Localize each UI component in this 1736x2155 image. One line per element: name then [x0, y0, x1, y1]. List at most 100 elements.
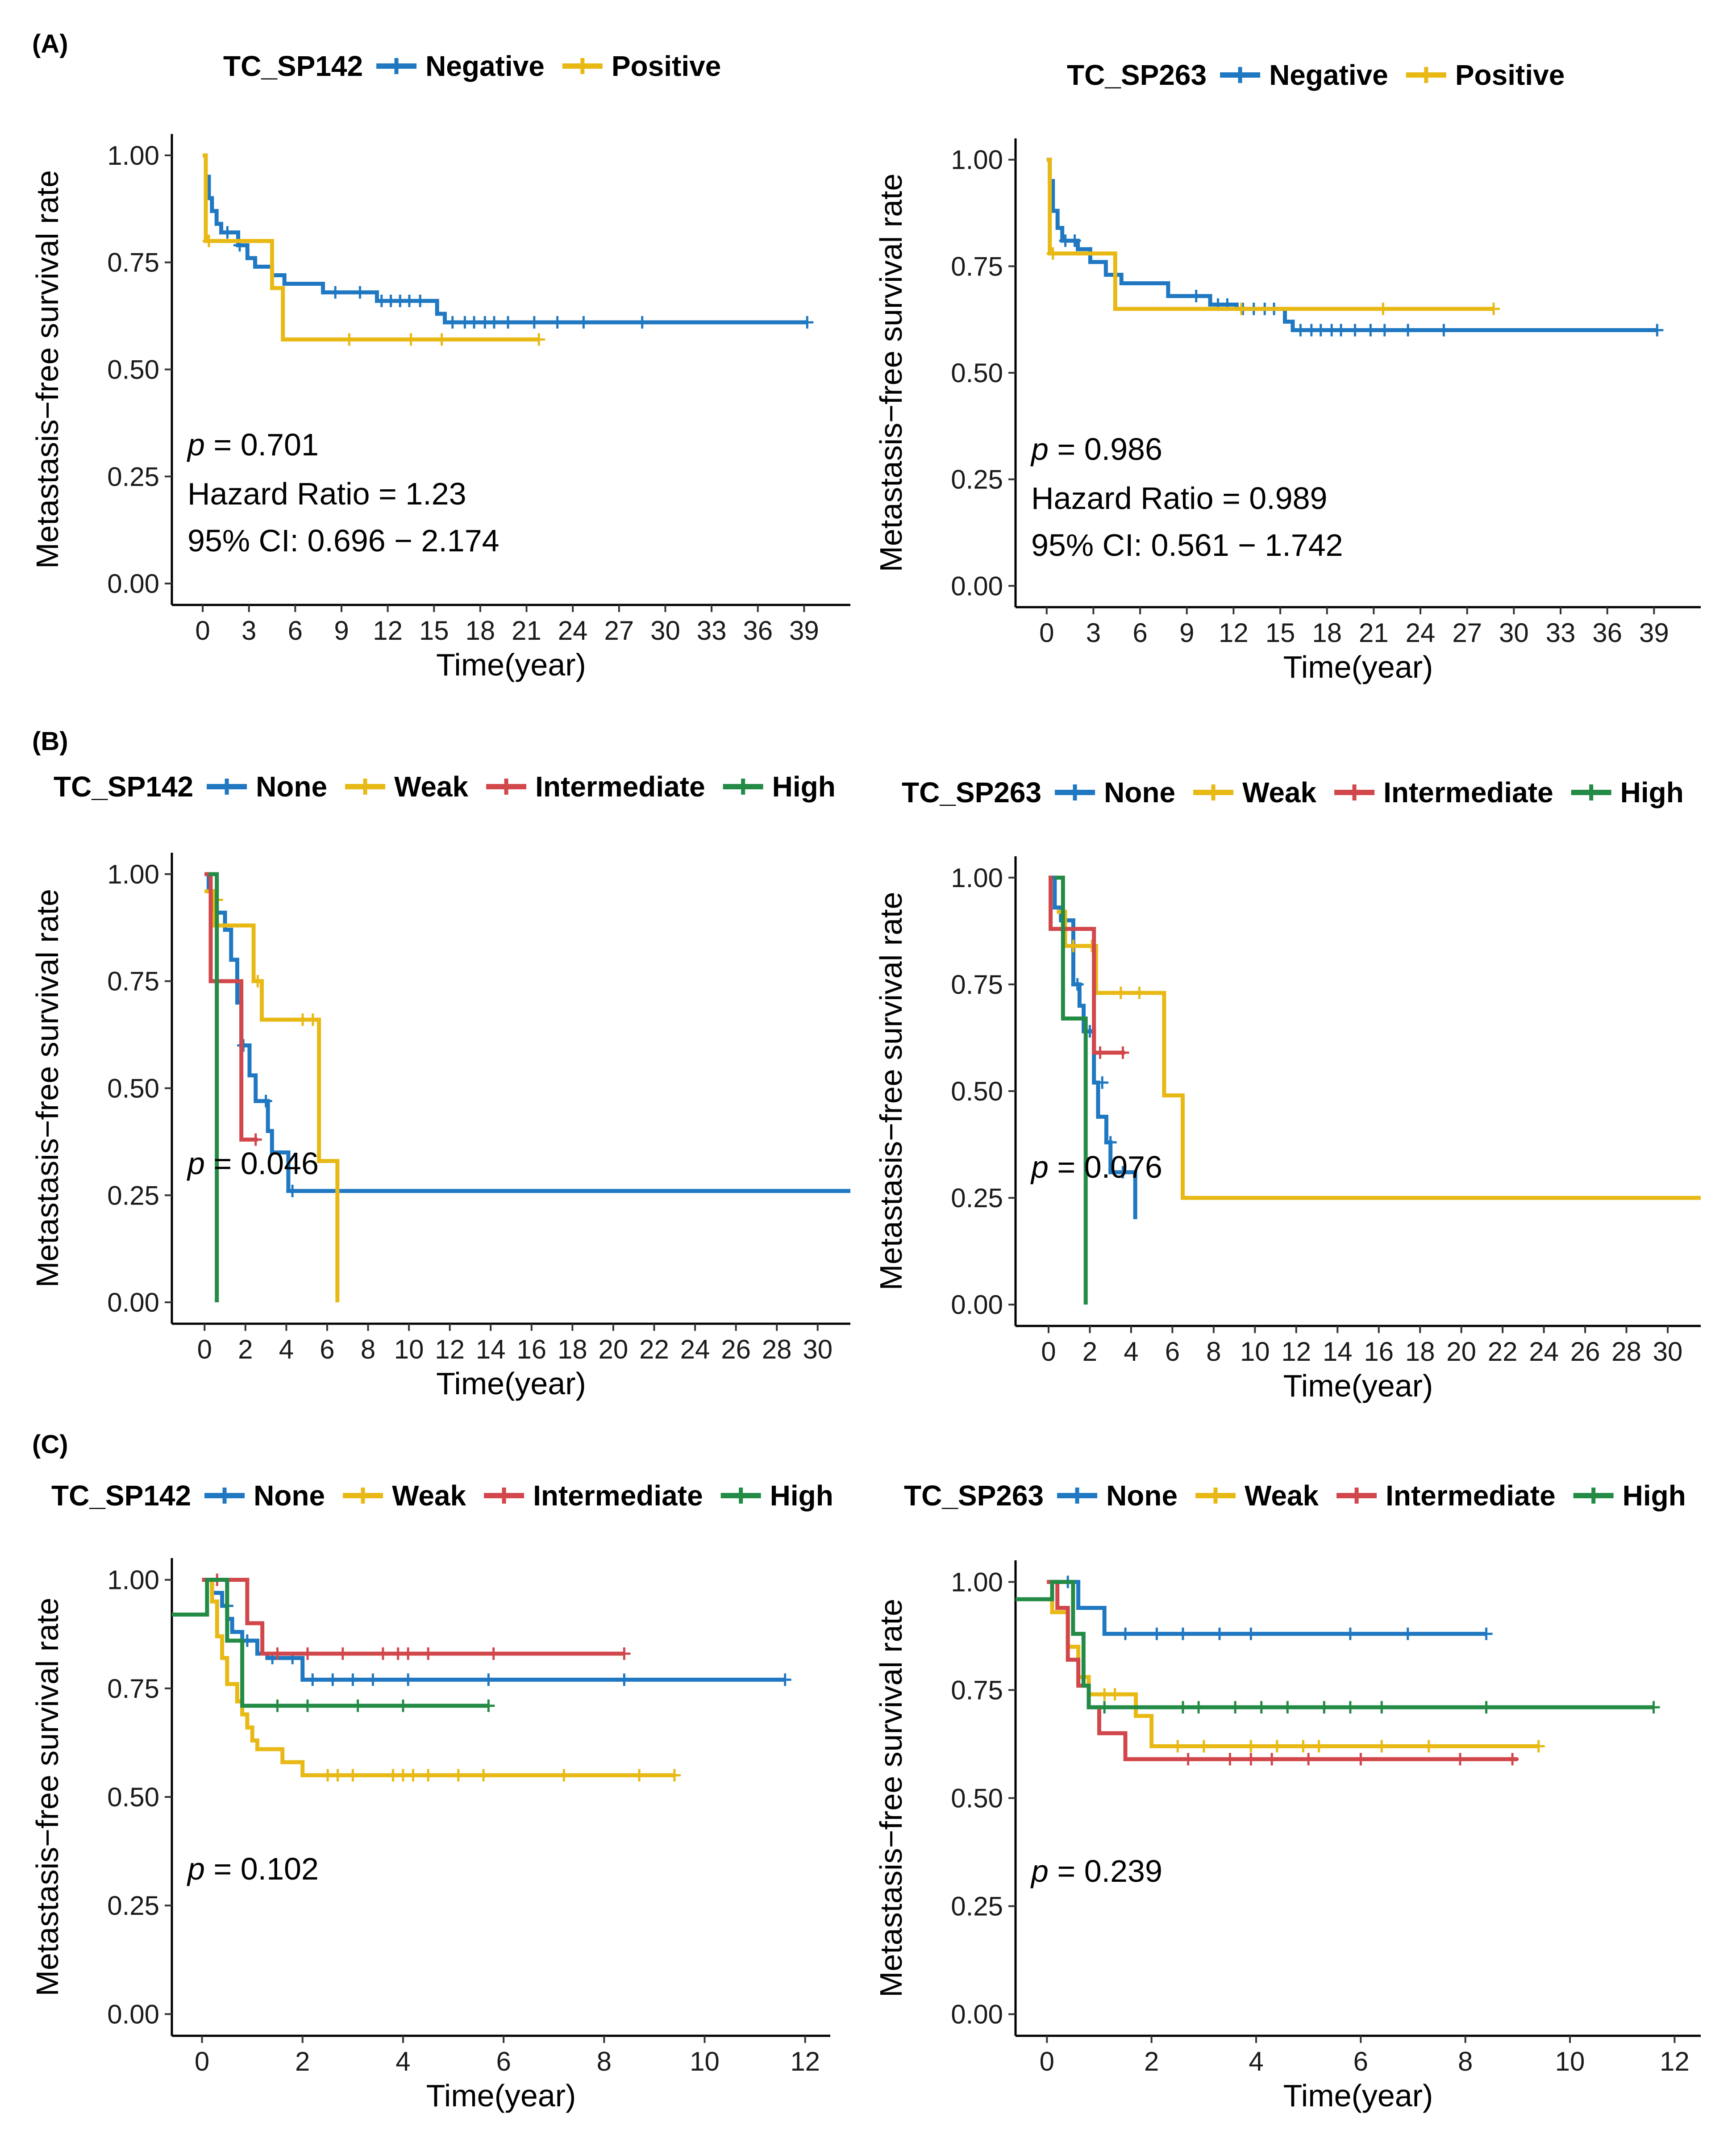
censor-mark	[346, 1769, 359, 1782]
censor-mark	[1046, 247, 1059, 260]
y-tick-label: 1.00	[951, 1567, 1003, 1597]
x-tick-label: 3	[1086, 618, 1101, 648]
x-tick-label: 0	[197, 1334, 212, 1364]
x-tick-label: 24	[558, 616, 588, 646]
y-tick-label: 1.00	[951, 145, 1003, 175]
x-tick-label: 0	[195, 616, 210, 646]
panel-3: (B) TC_SP142 None Weak Intermediate High 0.00 0…	[30, 727, 850, 1401]
censor-mark	[468, 316, 481, 329]
censor-mark	[402, 1647, 415, 1660]
legend-label: Intermediate	[535, 771, 705, 803]
legend-key-none	[1055, 784, 1095, 800]
censor-mark	[1647, 1701, 1660, 1714]
censor-mark	[402, 1673, 415, 1686]
censor-mark	[1480, 1701, 1493, 1714]
censor-mark	[1402, 324, 1415, 337]
x-tick-label: 12	[435, 1334, 465, 1364]
x-tick-label: 6	[288, 616, 303, 646]
legend-key-high	[1573, 1488, 1614, 1504]
x-tick-label: 8	[361, 1334, 375, 1364]
y-tick-label: 0.25	[107, 1891, 159, 1921]
x-tick-label: 21	[1359, 618, 1389, 648]
y-tick-label: 0.25	[107, 462, 159, 492]
x-axis-title: Time(year)	[1283, 650, 1433, 684]
km-curve	[1047, 1597, 1539, 1748]
x-tick-label: 14	[1323, 1337, 1353, 1367]
censor-mark	[1114, 987, 1127, 1000]
legend-key-intermediate	[1336, 1488, 1377, 1504]
legend-title: TC_SP263	[904, 1480, 1044, 1512]
legend-label: High	[1620, 776, 1684, 809]
censor-mark	[306, 1013, 319, 1026]
y-tick-label: 0.00	[951, 571, 1003, 601]
x-tick-label: 0	[195, 2047, 209, 2076]
censor-mark	[354, 286, 366, 299]
km-curve	[208, 872, 219, 1303]
y-tick-label: 0.00	[107, 1999, 159, 2029]
censor-mark	[1532, 1740, 1545, 1753]
censor-mark	[1245, 1753, 1257, 1766]
panel-4: TC_SP263 None Weak Intermediate High 0.00 0.25…	[874, 776, 1701, 1403]
legend: TC_SP142 None Weak Intermediate High	[54, 771, 836, 803]
censor-mark	[1096, 1076, 1109, 1089]
censor-mark	[1094, 1046, 1107, 1059]
legend: TC_SP263 None Weak Intermediate High	[902, 776, 1684, 809]
x-tick-label: 22	[1488, 1337, 1518, 1367]
censor-mark	[1104, 1136, 1117, 1149]
y-axis-title: Metastasis−free survival rate	[30, 889, 65, 1288]
x-tick-label: 22	[639, 1334, 669, 1364]
legend-key-high	[723, 779, 763, 795]
censor-mark	[1270, 1740, 1283, 1753]
legend: TC_SP263 Negative Positive	[1067, 59, 1565, 91]
series-high	[1016, 1580, 1660, 1714]
legend-key-weak	[1195, 1488, 1236, 1504]
x-axis-title: Time(year)	[426, 2078, 576, 2113]
y-tick-label: 0.75	[951, 1675, 1003, 1705]
censor-mark	[1318, 1701, 1331, 1714]
censor-mark	[1071, 978, 1084, 991]
censor-mark	[202, 234, 215, 247]
censor-mark	[482, 1673, 495, 1686]
y-tick-label: 0.25	[951, 465, 1003, 495]
km-curve	[204, 872, 258, 1142]
y-tick-label: 1.00	[107, 859, 159, 889]
km-curve	[202, 1578, 624, 1656]
censor-mark	[1235, 302, 1248, 315]
p-value-text: p = 0.701	[187, 427, 319, 462]
censor-mark	[301, 1647, 314, 1660]
censor-mark	[1190, 290, 1203, 303]
y-tick-label: 0.50	[951, 1784, 1003, 1813]
legend-key-intermediate	[486, 779, 527, 795]
legend-label: Negative	[425, 50, 545, 82]
censor-mark	[306, 1673, 319, 1686]
panel-1: (A) TC_SP142 Negative Positive 0.00 0.25 0.50 0…	[30, 29, 850, 682]
censor-mark	[1294, 324, 1307, 337]
y-axis-title: Metastasis−free survival rate	[874, 892, 908, 1291]
km-curve	[204, 872, 850, 1193]
censor-mark	[577, 316, 590, 329]
legend-label: Intermediate	[533, 1480, 703, 1512]
legend-key-positive	[1406, 67, 1446, 83]
x-tick-label: 4	[395, 2047, 410, 2076]
legend-key-weak	[343, 1488, 383, 1504]
censor-mark	[618, 1673, 631, 1686]
legend-label: Weak	[394, 771, 468, 803]
censor-mark	[1255, 1701, 1268, 1714]
x-tick-label: 10	[1240, 1337, 1270, 1367]
p-label: p	[1030, 432, 1049, 467]
x-axis-title: Time(year)	[436, 1366, 586, 1401]
censor-mark	[1116, 1046, 1129, 1059]
x-tick-label: 3	[241, 616, 256, 646]
y-tick-label: 0.50	[107, 355, 159, 385]
p-value-text: p = 0.046	[187, 1146, 319, 1181]
x-tick-label: 9	[334, 616, 349, 646]
hazard-ratio-text: Hazard Ratio = 1.23	[187, 476, 466, 511]
x-tick-label: 6	[320, 1334, 334, 1364]
legend-label: None	[1106, 1480, 1178, 1512]
y-tick-label: 0.00	[951, 2000, 1003, 2030]
censor-mark	[376, 1647, 389, 1660]
p-value-text: p = 0.239	[1030, 1854, 1162, 1888]
legend-key-high	[1571, 784, 1611, 800]
censor-mark	[1224, 1753, 1236, 1766]
